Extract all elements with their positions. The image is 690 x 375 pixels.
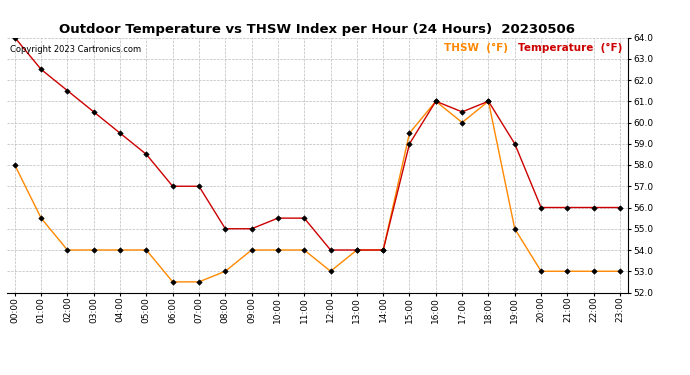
Temperature  (°F) bbox=[511, 141, 519, 146]
THSW  (°F) bbox=[616, 269, 624, 273]
THSW  (°F) bbox=[458, 120, 466, 125]
THSW  (°F) bbox=[142, 248, 150, 252]
THSW  (°F) bbox=[90, 248, 98, 252]
Temperature  (°F) bbox=[458, 110, 466, 114]
Temperature  (°F) bbox=[563, 205, 571, 210]
Temperature  (°F) bbox=[616, 205, 624, 210]
THSW  (°F) bbox=[116, 248, 124, 252]
Temperature  (°F) bbox=[353, 248, 361, 252]
THSW  (°F) bbox=[511, 226, 519, 231]
Title: Outdoor Temperature vs THSW Index per Hour (24 Hours)  20230506: Outdoor Temperature vs THSW Index per Ho… bbox=[59, 23, 575, 36]
THSW  (°F) bbox=[563, 269, 571, 273]
THSW  (°F) bbox=[221, 269, 230, 273]
Temperature  (°F) bbox=[221, 226, 230, 231]
Temperature  (°F) bbox=[168, 184, 177, 189]
THSW  (°F) bbox=[432, 99, 440, 104]
THSW  (°F) bbox=[326, 269, 335, 273]
Temperature  (°F) bbox=[195, 184, 203, 189]
Legend: THSW  (°F), Temperature  (°F): THSW (°F), Temperature (°F) bbox=[444, 43, 622, 53]
Temperature  (°F) bbox=[90, 110, 98, 114]
Temperature  (°F) bbox=[300, 216, 308, 220]
THSW  (°F) bbox=[537, 269, 545, 273]
THSW  (°F) bbox=[274, 248, 282, 252]
THSW  (°F) bbox=[168, 280, 177, 284]
Temperature  (°F) bbox=[589, 205, 598, 210]
THSW  (°F) bbox=[10, 163, 19, 167]
THSW  (°F) bbox=[37, 216, 46, 220]
THSW  (°F) bbox=[63, 248, 72, 252]
Line: Temperature  (°F): Temperature (°F) bbox=[13, 36, 622, 252]
Temperature  (°F) bbox=[63, 88, 72, 93]
THSW  (°F) bbox=[300, 248, 308, 252]
THSW  (°F) bbox=[484, 99, 493, 104]
Temperature  (°F) bbox=[537, 205, 545, 210]
Temperature  (°F) bbox=[405, 141, 413, 146]
Temperature  (°F) bbox=[142, 152, 150, 157]
Text: Copyright 2023 Cartronics.com: Copyright 2023 Cartronics.com bbox=[10, 45, 141, 54]
THSW  (°F) bbox=[248, 248, 256, 252]
THSW  (°F) bbox=[405, 131, 413, 135]
Temperature  (°F) bbox=[116, 131, 124, 135]
Temperature  (°F) bbox=[37, 67, 46, 72]
Temperature  (°F) bbox=[379, 248, 387, 252]
THSW  (°F) bbox=[379, 248, 387, 252]
THSW  (°F) bbox=[195, 280, 203, 284]
Temperature  (°F) bbox=[326, 248, 335, 252]
THSW  (°F) bbox=[353, 248, 361, 252]
THSW  (°F) bbox=[589, 269, 598, 273]
Temperature  (°F) bbox=[432, 99, 440, 104]
Temperature  (°F) bbox=[484, 99, 493, 104]
Line: THSW  (°F): THSW (°F) bbox=[13, 99, 622, 284]
Temperature  (°F) bbox=[274, 216, 282, 220]
Temperature  (°F) bbox=[10, 35, 19, 40]
Temperature  (°F) bbox=[248, 226, 256, 231]
